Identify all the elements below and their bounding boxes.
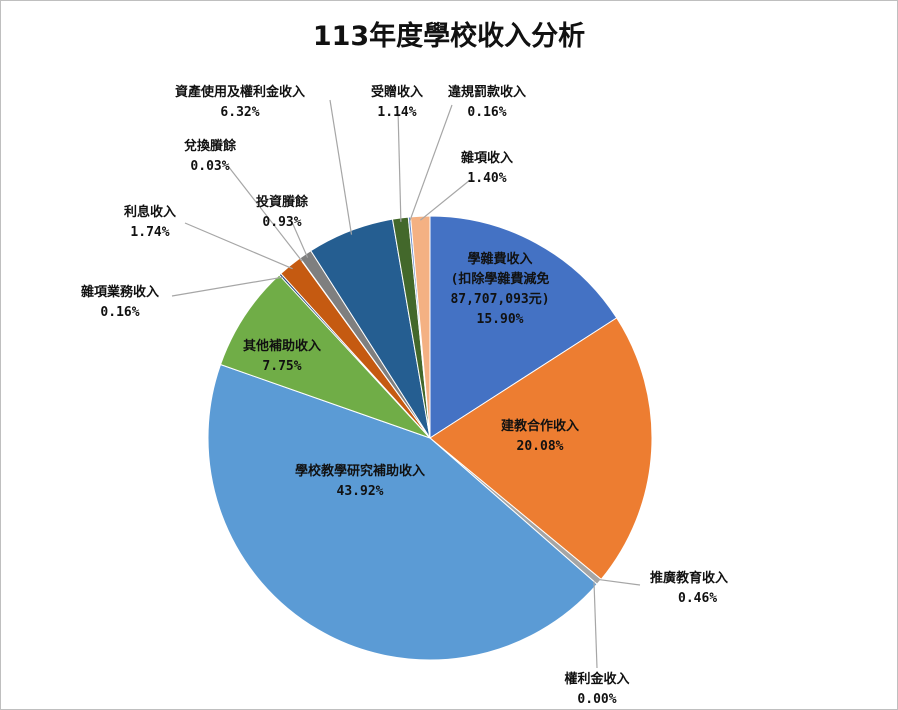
slice-value-label-12: 0.16% [467,105,506,120]
slice-value-label-4: 43.92% [337,484,384,499]
slice-label-8: 兌換賸餘 [184,138,237,154]
slice-value-label-6: 0.16% [100,305,139,320]
slice-value-label-13: 1.40% [467,171,506,186]
slice-label-4: 學校教學研究補助收入 [295,463,425,479]
slice-value-label-7: 1.74% [130,225,169,240]
slice-label-10: 資產使用及權利金收入 [175,84,305,100]
slice-value-label-0: 15.90% [477,312,524,327]
slice-label-1: 建教合作收入 [501,418,579,434]
slice-label-7: 利息收入 [124,204,176,220]
slice-value-label-1: 20.08% [517,439,564,454]
pie-slice-13 [409,215,431,439]
leader-line-12 [409,104,453,222]
pie-slice-5 [219,274,431,439]
pie-slice-1 [429,317,653,581]
slice-value-label-11: 1.14% [377,105,416,120]
slice-label-13: 雜項收入 [461,150,513,166]
chart-title: 113年度學校收入分析 [312,21,586,52]
slice-value-label-2: 0.46% [678,591,717,606]
slice-label-2: 推廣教育收入 [650,570,728,586]
slice-value-label-9: 0.93% [262,215,301,230]
slice-value-label-8: 0.03% [190,159,229,174]
leader-line-11 [397,109,402,222]
slice-value-label-10: 6.32% [220,105,259,120]
pie-slice-4 [207,363,598,661]
slice-value-label-3: 0.00% [577,692,616,707]
leader-line-7 [184,222,293,270]
slice-value-label-5: 7.75% [262,359,301,374]
slice-label-0: 學雜費收入(扣除學雜費減免 87,707,093元) [450,251,549,307]
leader-line-10 [329,99,353,235]
slice-label-12: 違規罰款收入 [448,84,526,100]
slice-label-11: 受贈收入 [371,84,423,100]
slice-label-3: 權利金收入 [564,671,629,687]
slice-label-6: 雜項業務收入 [81,284,159,300]
slice-label-5: 其他補助收入 [243,338,321,354]
leader-line-13 [420,179,471,221]
leader-line-8 [227,165,303,262]
leader-line-6 [171,276,283,297]
pie-slice-0 [429,215,618,439]
leader-line-2 [596,578,641,586]
leader-line-9 [291,221,309,258]
slice-label-9: 投資賸餘 [256,194,309,210]
leader-line-3 [593,581,598,669]
